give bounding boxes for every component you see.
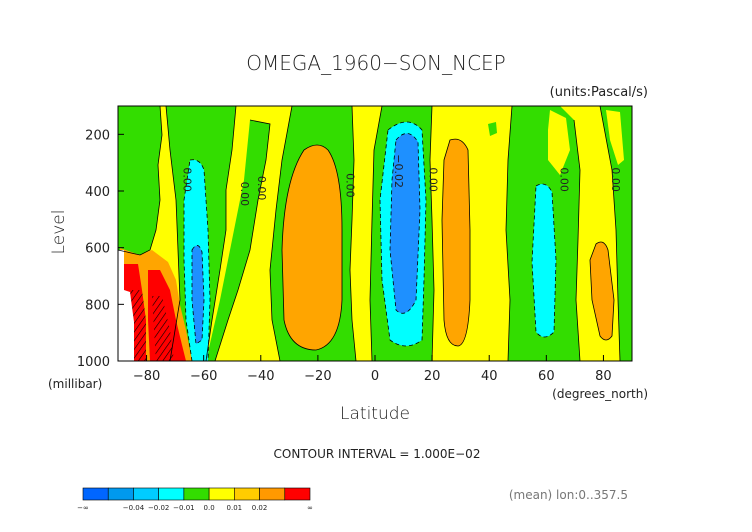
zero-band [206,120,270,361]
contour-label: 0.00 [181,167,194,192]
negative-contour-lines [183,121,557,361]
positive-pocket [548,110,570,175]
y-axis-label: Level [49,210,69,255]
colorbar-segment [234,487,260,501]
positive-region [590,242,614,340]
strong-negative-region [192,245,204,344]
x-axis-label: Latitude [340,404,410,424]
colorbar-label: −0.02 [148,504,169,512]
colorbar-segment [208,487,235,501]
x-tick-label: 0 [371,369,379,384]
zero-band [600,106,632,361]
contour-label: 0.00 [343,173,356,198]
colorbar-segment [158,487,185,501]
y-tick-label: 400 [85,185,110,200]
contour-labels: 0.00 0.00 0.00 0.00 −0.02 0.00 0.00 0.00 [181,154,622,206]
contour-label: 0.00 [609,167,622,192]
colorbar-segment [107,487,134,501]
colorbar-segment [284,487,311,501]
x-tick-label: −60 [190,369,217,384]
chart-title: OMEGA_1960−SON_NCEP [246,51,506,75]
mean-text: (mean) lon:0..357.5 [509,488,628,502]
contour-label: −0.02 [392,154,405,188]
x-tick-label: 20 [424,369,441,384]
contour-field: 0.00 0.00 0.00 0.00 −0.02 0.00 0.00 0.00 [118,106,632,361]
y-tick-label: 1000 [77,355,110,370]
colorbar-label: ∞ [307,504,313,512]
x-tick-label: 60 [538,369,555,384]
y-tick-label: 200 [85,128,110,143]
contour-label: 0.00 [255,176,268,201]
colorbar-label: −∞ [77,504,89,512]
x-tick-label: −40 [247,369,274,384]
negative-region [532,184,556,337]
colorbar-segment [133,487,159,501]
y-axis: 200 400 600 800 1000 [77,128,124,370]
colorbar-label: 0.01 [227,504,243,512]
positive-region [282,145,342,350]
y-units-label: (millibar) [48,377,102,391]
x-axis: −80 −60 −40 −20 0 20 40 60 80 [133,355,612,384]
missing-data [118,250,134,361]
contour-interval-text: CONTOUR INTERVAL = 1.000E−02 [274,447,481,461]
units-label: (units:Pascal/s) [550,85,648,100]
colorbar-segment [82,487,109,501]
x-units-label: (degrees_north) [552,387,648,401]
zero-band [118,106,162,255]
colorbar-label: 0.0 [204,504,215,512]
hatched-region [152,296,174,361]
positive-pocket [606,110,624,165]
contour-label: 0.00 [558,167,571,192]
x-tick-label: −20 [304,369,331,384]
y-tick-label: 800 [85,298,110,313]
colorbar-label: −0.04 [123,504,145,512]
strong-negative-region [390,133,420,314]
x-tick-label: 40 [481,369,498,384]
colorbar-segment [259,487,286,501]
contour-label: 0.00 [238,182,251,207]
colorbar-label: −0.01 [173,504,194,512]
x-tick-label: 80 [595,369,612,384]
colorbar-segment [183,487,210,501]
positive-region [442,139,470,346]
contour-lines [118,106,621,361]
contour-label: 0.00 [426,167,439,192]
colorbar-label: 0.02 [252,504,268,512]
zero-band [488,122,497,136]
x-tick-label: −80 [133,369,160,384]
colorbar: −∞ −0.04 −0.02 −0.01 0.0 0.01 0.02 ∞ [77,487,313,512]
y-tick-label: 600 [85,242,110,257]
